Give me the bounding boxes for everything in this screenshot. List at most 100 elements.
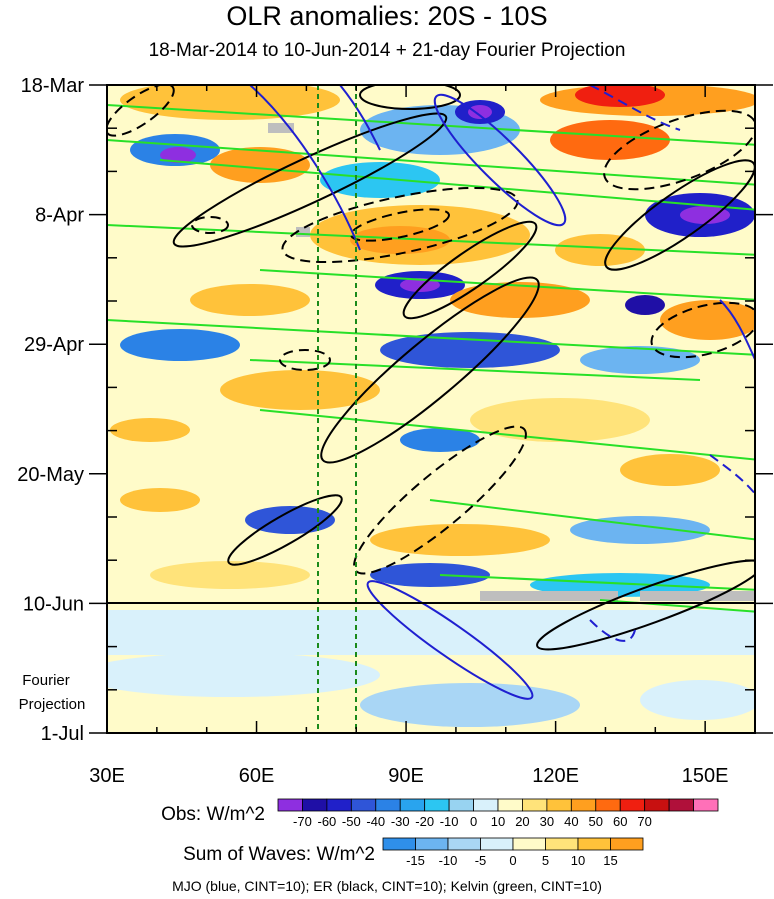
anomaly-blob (468, 105, 492, 119)
anomaly-blob (580, 346, 700, 374)
projection-blob (107, 653, 380, 697)
kelvin-contour (107, 104, 755, 146)
er-contour-negative (603, 109, 755, 191)
colorbar-tick-label: -60 (317, 814, 336, 829)
colorbar-tick-label: 50 (589, 814, 603, 829)
colorbar-tick-label: -30 (391, 814, 410, 829)
x-tick-label: 90E (388, 765, 424, 787)
anomaly-blob (620, 454, 720, 486)
anomaly-blob (320, 162, 440, 198)
colorbar-swatch (610, 837, 644, 851)
er-contour (402, 220, 538, 320)
chart-title: OLR anomalies: 20S - 10S (226, 1, 548, 31)
anomaly-blob (160, 147, 196, 163)
colorbar-swatch (424, 798, 450, 812)
obs-colorbar: -70 -60 -50 -40 -30 -20 -10 0 10 20 30 40 50 60 70 (277, 798, 719, 829)
mjo-contour (249, 85, 361, 251)
colorbar-tick-label: -10 (439, 853, 458, 868)
anomaly-blob (110, 418, 190, 442)
projection-label: Fourier (22, 672, 70, 689)
anomaly-blob (400, 428, 480, 452)
colorbar-tick-label: 15 (603, 853, 617, 868)
colorbar-swatch (522, 798, 548, 812)
chart-subtitle: 18-Mar-2014 to 10-Jun-2014 + 21-day Four… (148, 40, 626, 61)
mjo-contours (249, 85, 755, 700)
y-tick-label: 8-Apr (35, 205, 84, 227)
anomaly-blob (625, 295, 665, 315)
mjo-contour (719, 299, 755, 362)
anomaly-blob (220, 370, 380, 410)
colorbar-tick-label: -70 (293, 814, 312, 829)
er-contour-negative (650, 301, 755, 359)
projection-label: Projection (19, 696, 86, 713)
colorbar-swatch (302, 798, 328, 812)
colorbar-swatch (399, 798, 426, 812)
anomaly-blob (570, 516, 710, 544)
colorbar-tick-label: -15 (406, 853, 425, 868)
missing-data-patch (640, 591, 755, 601)
colorbar-swatch (512, 837, 546, 851)
anomaly-blob (450, 282, 590, 318)
anomaly-blob (120, 329, 240, 361)
colorbar-swatch (545, 837, 579, 851)
colorbar-tick-label: -5 (475, 853, 487, 868)
colorbar-swatch (619, 798, 646, 812)
mjo-contour (366, 580, 534, 700)
anomaly-blob (380, 332, 560, 368)
er-contour-negative (350, 208, 450, 242)
projection-blob (640, 680, 755, 720)
er-negative-contours (107, 85, 755, 575)
colorbar-swatch (668, 798, 694, 812)
er-contour (320, 276, 540, 464)
colorbar-swatch (693, 798, 719, 812)
colorbar-swatch (577, 837, 611, 851)
colorbar-swatch (382, 837, 416, 851)
colorbar-tick-label: -40 (366, 814, 385, 829)
colorbar-tick-label: 60 (613, 814, 627, 829)
missing-data-patch (296, 227, 310, 237)
anomaly-blob (575, 85, 665, 107)
plot-area (107, 85, 755, 733)
kelvin-contour (107, 139, 755, 186)
waves-colorbar: -15 -10 -5 0 5 10 15 (382, 837, 644, 868)
colorbar-tick-label: 0 (509, 853, 516, 868)
colorbar-swatch (375, 798, 401, 812)
colorbar-swatch (277, 798, 303, 812)
kelvin-contour (249, 359, 701, 381)
colorbar-tick-label: 10 (571, 853, 585, 868)
colorbar-swatch (350, 798, 377, 812)
colorbar-swatch (644, 798, 670, 812)
anomaly-blob (400, 278, 440, 292)
mjo-contour-negative (589, 619, 636, 642)
er-wave-contours (172, 85, 755, 651)
y-tick-label: 20-May (17, 464, 84, 486)
waves-legend-label: Sum of Waves: W/m^2 (183, 844, 375, 865)
anomaly-blob (350, 226, 450, 254)
colorbar-swatch (570, 798, 597, 812)
kelvin-contour (107, 224, 755, 256)
anomaly-blob (680, 206, 730, 224)
er-contour (604, 159, 755, 271)
plot-frame (106, 84, 756, 734)
y-tick-label: 18-Mar (21, 75, 85, 97)
anomaly-blob (550, 120, 670, 160)
colorbar-tick-label: -20 (415, 814, 434, 829)
colorbar-swatch (473, 798, 499, 812)
obs-legend-label: Obs: W/m^2 (161, 804, 265, 825)
kelvin-contour (259, 409, 755, 461)
mjo-negative-contours (589, 85, 755, 642)
footer-caption: MJO (blue, CINT=10); ER (black, CINT=10)… (172, 878, 602, 894)
anomaly-blob (370, 563, 490, 587)
projection-blob (107, 610, 755, 655)
kelvin-contour (439, 574, 755, 591)
colorbar-swatch (480, 837, 514, 851)
anomaly-blob (470, 398, 650, 442)
er-contour (172, 112, 448, 248)
anomaly-blob (120, 488, 200, 512)
x-tick-label: 120E (532, 765, 579, 787)
projection-blob (360, 683, 580, 727)
mjo-contour (433, 93, 567, 227)
x-tick-label: 30E (89, 765, 125, 787)
colorbar-swatch (497, 798, 523, 812)
colorbar-swatch (415, 837, 449, 851)
